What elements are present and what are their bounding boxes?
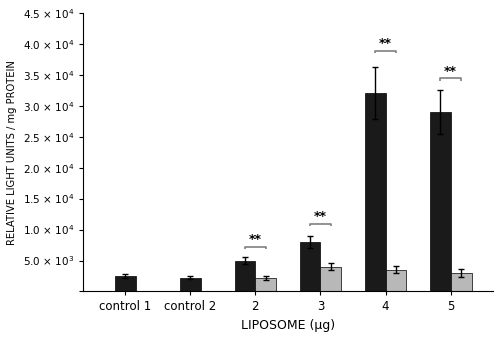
Bar (430, 112, 450, 292)
Text: **: ** (314, 211, 327, 223)
Bar (386, 270, 406, 292)
Bar (180, 278, 201, 292)
Bar (114, 276, 136, 292)
Bar (256, 278, 276, 292)
Y-axis label: RELATIVE LIGHT UNITS / mg PROTEIN: RELATIVE LIGHT UNITS / mg PROTEIN (7, 60, 17, 245)
X-axis label: LIPOSOME (µg): LIPOSOME (µg) (241, 319, 335, 332)
Text: **: ** (249, 233, 262, 246)
Bar (365, 93, 386, 292)
Text: **: ** (379, 37, 392, 50)
Bar (320, 267, 342, 292)
Bar (450, 273, 471, 292)
Bar (234, 260, 256, 292)
Bar (300, 242, 320, 292)
Text: **: ** (444, 65, 457, 78)
